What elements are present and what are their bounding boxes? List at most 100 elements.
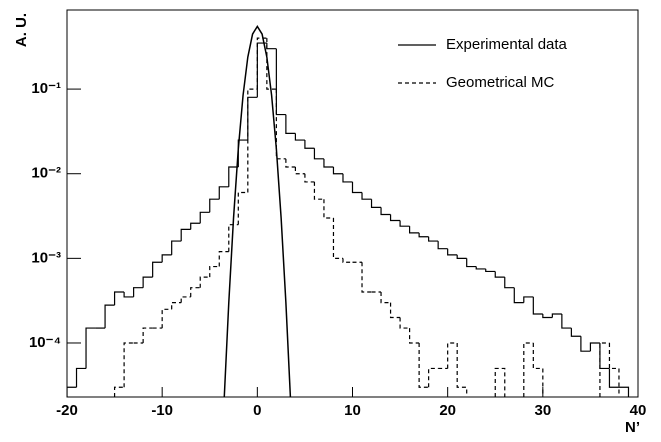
x-tick-label: 0 [253, 402, 261, 419]
histogram-bin [285, 158, 296, 168]
histogram-bin [542, 314, 553, 319]
histogram-bin [142, 327, 153, 343]
histogram-bin [113, 291, 125, 306]
histogram-bin [389, 302, 401, 319]
histogram-bin [171, 240, 182, 255]
histogram-bin [380, 292, 391, 304]
histogram-bin [380, 207, 391, 216]
histogram-bin [437, 241, 448, 250]
histogram-bin [313, 148, 324, 160]
histogram-bin [199, 276, 210, 288]
histogram-bin [209, 265, 220, 278]
histogram-bin [199, 211, 210, 224]
histogram-bin [561, 314, 572, 329]
histogram-bin [370, 199, 382, 208]
histogram-bin [418, 232, 429, 238]
histogram-bin [75, 367, 87, 388]
histogram-bin [142, 276, 153, 288]
histogram-bin [447, 248, 458, 256]
histogram-bin [237, 139, 248, 168]
y-tick-label: 10⁻³ [31, 249, 61, 266]
histogram-bin [161, 308, 172, 329]
histogram-bin [247, 88, 258, 193]
histogram-bin [428, 236, 439, 242]
histogram-bin [256, 37, 267, 90]
y-axis-label: A. U. [13, 13, 30, 47]
histogram-bin [228, 224, 239, 252]
histogram-bin [275, 48, 286, 116]
histogram-bin [361, 262, 372, 293]
histogram-bin [456, 342, 468, 397]
histogram-bin [113, 386, 125, 397]
histogram-bin [399, 317, 410, 329]
histogram-bin [570, 328, 581, 337]
histogram-bin [580, 336, 591, 352]
histogram-bin [304, 140, 315, 149]
fit-curve [223, 25, 292, 397]
legend-label: Experimental data [446, 36, 568, 53]
histogram-bin [161, 254, 172, 263]
histogram-bin [599, 342, 610, 370]
histogram-bin [589, 342, 600, 352]
histogram-bin [389, 214, 401, 222]
histogram-bin [275, 89, 286, 160]
histogram-bin [532, 296, 543, 315]
x-tick-label: 30 [534, 402, 551, 419]
histogram-bin [190, 222, 201, 230]
histogram-bin [599, 342, 610, 397]
x-axis-label: N’ [625, 419, 640, 436]
histogram-bin [351, 181, 363, 194]
histogram-bin [323, 199, 334, 219]
histogram-bin [494, 271, 505, 278]
histogram-bin [294, 133, 305, 141]
histogram-bin [608, 342, 620, 397]
histogram-bin [342, 173, 353, 183]
histogram-bin [85, 327, 96, 369]
histogram-bin [332, 217, 343, 259]
histogram-bin [133, 287, 144, 297]
histogram-bin [180, 296, 191, 303]
histogram-bin [123, 292, 134, 298]
histogram-bin [228, 166, 239, 187]
histogram-bin [494, 367, 506, 397]
histogram-bin [247, 96, 258, 141]
histogram-bin [313, 181, 324, 200]
histogram-bin [332, 167, 343, 175]
histogram-bin [67, 386, 77, 397]
histogram-bin [456, 254, 467, 259]
histogram-series [113, 37, 620, 397]
histogram-bin [485, 268, 496, 273]
histogram-bin [285, 114, 296, 134]
histogram-bin [180, 228, 191, 242]
histogram-bin [447, 342, 458, 369]
histogram-bin [409, 226, 420, 234]
x-tick-label: 40 [630, 402, 647, 419]
histogram-bin [190, 287, 201, 297]
histogram-bin [428, 367, 439, 388]
histogram-bin [152, 261, 163, 278]
histogram-bin [409, 328, 420, 344]
legend-label: Geometrical MC [446, 74, 555, 91]
histogram-bin [418, 342, 429, 388]
histogram-bin [513, 287, 524, 304]
histogram-bin [209, 198, 220, 213]
histogram-bin [551, 313, 562, 318]
histogram-bin [532, 342, 544, 397]
plot-frame [66, 9, 639, 398]
histogram-bin [523, 342, 534, 397]
histogram-bin [304, 173, 315, 183]
histogram-bin [171, 302, 182, 310]
y-tick-label: 10⁻² [31, 165, 61, 182]
x-tick-label: 20 [439, 402, 456, 419]
histogram-bin [399, 220, 410, 227]
histogram-bin [218, 251, 229, 267]
histogram-bin [123, 342, 134, 388]
histogram-bin [504, 277, 515, 289]
histogram-bin [342, 258, 353, 263]
x-tick-label: 10 [344, 402, 361, 419]
y-tick-label: 10⁻⁴ [29, 334, 61, 351]
histogram-bin [523, 296, 534, 303]
histogram-bin [361, 192, 372, 200]
